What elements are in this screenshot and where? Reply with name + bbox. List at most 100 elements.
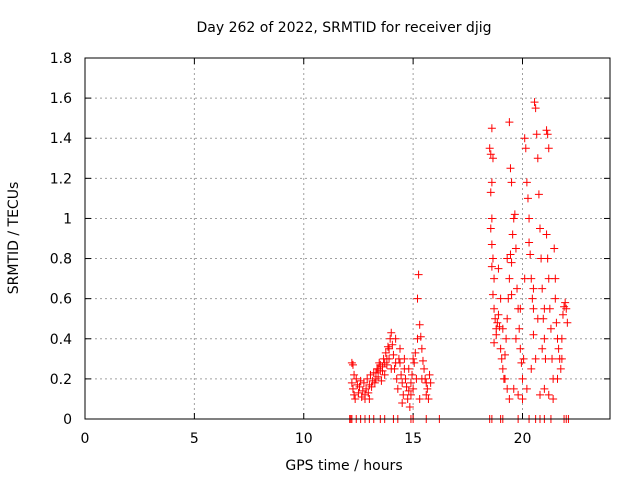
data-point bbox=[492, 330, 501, 339]
axis-ticks: 0 0.2 0.4 0.6 0.8 1 1.2 1.4 1.6 1.8 0 5 10 15 20 bbox=[50, 51, 610, 447]
data-point bbox=[401, 374, 410, 383]
data-point bbox=[370, 378, 379, 387]
x-axis-label: GPS time / hours bbox=[285, 458, 402, 474]
data-point bbox=[529, 330, 538, 339]
data-point bbox=[398, 378, 407, 387]
data-point bbox=[536, 224, 544, 233]
data-point bbox=[415, 320, 424, 329]
data-point bbox=[426, 378, 435, 387]
data-point bbox=[362, 384, 371, 393]
data-point bbox=[396, 358, 404, 367]
data-point bbox=[557, 334, 566, 343]
data-point bbox=[496, 294, 505, 303]
data-point bbox=[531, 354, 540, 363]
data-point bbox=[505, 274, 514, 283]
data-point bbox=[392, 374, 401, 383]
data-point bbox=[494, 310, 503, 319]
data-point bbox=[387, 328, 396, 337]
data-point bbox=[399, 390, 408, 399]
data-point bbox=[487, 124, 496, 133]
data-point bbox=[411, 348, 420, 357]
data-point bbox=[413, 294, 422, 303]
data-point bbox=[530, 98, 539, 107]
data-point bbox=[527, 364, 536, 373]
data-point bbox=[354, 388, 363, 397]
data-point bbox=[418, 356, 427, 365]
data-point bbox=[498, 364, 507, 373]
data-point bbox=[522, 178, 531, 187]
data-points bbox=[345, 98, 573, 423]
data-point bbox=[504, 294, 513, 303]
data-point bbox=[487, 240, 496, 249]
data-point bbox=[374, 372, 383, 381]
data-point bbox=[487, 178, 496, 187]
data-point bbox=[417, 374, 426, 383]
data-point bbox=[548, 354, 557, 363]
data-point bbox=[511, 334, 520, 343]
data-point bbox=[389, 350, 398, 359]
data-point bbox=[536, 390, 544, 399]
data-point bbox=[355, 382, 364, 391]
data-point bbox=[378, 366, 387, 375]
data-point bbox=[406, 378, 415, 387]
data-point bbox=[385, 344, 394, 353]
y-tick-label: 0.4 bbox=[50, 332, 72, 348]
data-point bbox=[387, 364, 396, 373]
data-point bbox=[486, 224, 495, 233]
data-point bbox=[363, 374, 372, 383]
data-point bbox=[538, 344, 547, 353]
data-point bbox=[503, 314, 512, 323]
data-point bbox=[405, 402, 414, 411]
data-point bbox=[507, 290, 516, 299]
data-point bbox=[510, 210, 519, 219]
data-point bbox=[361, 394, 369, 403]
data-point bbox=[488, 154, 497, 163]
data-point bbox=[485, 144, 494, 153]
data-point bbox=[409, 384, 418, 393]
data-point bbox=[523, 194, 532, 203]
y-tick-label: 1.6 bbox=[50, 91, 72, 107]
data-point bbox=[487, 214, 496, 223]
data-point bbox=[533, 314, 542, 323]
y-axis-label: SRMTID / TECUs bbox=[6, 182, 22, 295]
data-point bbox=[424, 394, 433, 403]
data-point bbox=[508, 230, 517, 239]
data-point bbox=[347, 378, 356, 387]
data-point bbox=[542, 126, 551, 135]
data-point bbox=[398, 398, 407, 407]
data-point bbox=[356, 376, 365, 385]
data-point bbox=[532, 130, 541, 139]
data-point bbox=[413, 334, 422, 343]
data-point bbox=[546, 324, 555, 333]
x-tick-label: 15 bbox=[404, 431, 422, 447]
data-point bbox=[388, 340, 397, 349]
data-point bbox=[366, 370, 375, 379]
data-point bbox=[420, 364, 429, 373]
data-point bbox=[382, 354, 391, 363]
data-point bbox=[415, 394, 424, 403]
data-point bbox=[404, 364, 413, 373]
data-point bbox=[347, 358, 356, 367]
data-point bbox=[416, 332, 425, 341]
data-point bbox=[528, 294, 537, 303]
y-tick-label: 1.8 bbox=[50, 51, 72, 67]
data-point bbox=[534, 190, 543, 199]
data-point bbox=[540, 334, 549, 343]
data-point bbox=[544, 390, 553, 399]
data-point bbox=[377, 376, 386, 385]
data-point bbox=[507, 258, 516, 267]
data-point bbox=[507, 178, 516, 187]
data-point bbox=[402, 382, 411, 391]
x-tick-label: 5 bbox=[190, 431, 199, 447]
data-point bbox=[490, 304, 499, 313]
data-point bbox=[557, 354, 566, 363]
data-point bbox=[497, 354, 506, 363]
data-point bbox=[542, 230, 551, 239]
data-point bbox=[517, 358, 526, 367]
x-tick-label: 10 bbox=[295, 431, 313, 447]
data-point bbox=[357, 392, 366, 401]
y-tick-label: 0.2 bbox=[50, 372, 72, 388]
data-point bbox=[391, 334, 400, 343]
data-point bbox=[518, 374, 527, 383]
